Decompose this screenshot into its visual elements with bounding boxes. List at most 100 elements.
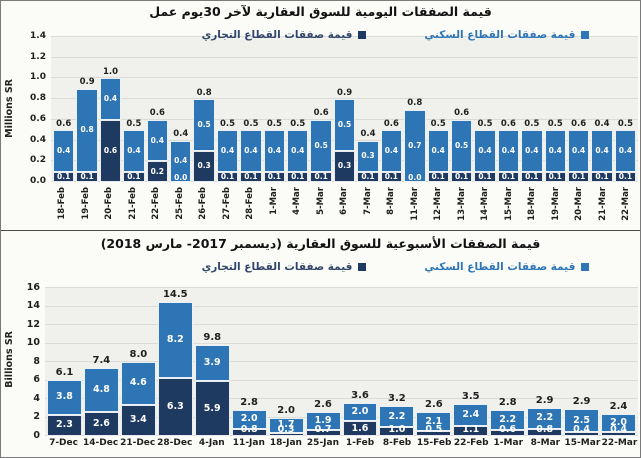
bar-stack: 2.0 1.6 bbox=[342, 402, 378, 436]
bar-stack: 0.4 0.1 bbox=[591, 130, 613, 182]
segment-value-label: 4.8 bbox=[92, 383, 110, 395]
total-value-label: 0.5 bbox=[243, 118, 259, 129]
bar-stack: 0.4 0.1 bbox=[263, 130, 286, 182]
x-axis-label: 7-Mar bbox=[362, 187, 373, 215]
total-value-label: 2.4 bbox=[609, 400, 628, 412]
bar-segment-commercial: 0.1 bbox=[53, 171, 75, 182]
segment-value-label: 0.1 bbox=[431, 171, 445, 181]
gridline bbox=[45, 361, 638, 362]
gridline bbox=[45, 435, 638, 436]
bar: 0.6 0.5 0.1 bbox=[450, 37, 473, 182]
chart-title: قيمة الصفقات اليومية للسوق العقارية لآخر… bbox=[149, 4, 492, 19]
segment-value-label: 2.0 bbox=[351, 405, 369, 417]
x-axis-label: 1-Mar bbox=[493, 438, 524, 448]
bar-stack: 2.4 1.1 bbox=[453, 403, 489, 436]
bar: 0.4 0.4 0.0 bbox=[170, 37, 192, 182]
segment-value-label: 2.5 bbox=[573, 414, 591, 426]
segment-value-label: 0.4 bbox=[384, 145, 399, 155]
segment-value-label: 3.8 bbox=[56, 391, 73, 403]
x-axis-label: 18-Jan bbox=[269, 438, 302, 448]
x-axis-label-slot: 22-Mar bbox=[615, 187, 638, 231]
total-value-label: 0.6 bbox=[571, 118, 587, 129]
bar: 6.1 3.8 2.3 bbox=[47, 288, 82, 436]
bar-stack: 0.4 0.1 bbox=[240, 130, 262, 182]
bar-stack: 0.4 0.2 bbox=[146, 119, 169, 182]
x-axis-label: 15-Mar bbox=[503, 187, 514, 221]
x-axis-label: 25-Feb bbox=[174, 187, 185, 220]
bar-segment-residential: 3.9 bbox=[194, 345, 230, 382]
bar-stack: 0.4 0.1 bbox=[287, 130, 309, 182]
bar-stack: 0.7 0.0 bbox=[404, 109, 426, 182]
gridline bbox=[51, 98, 638, 100]
x-axis-label-slot: 20-Feb bbox=[98, 187, 121, 231]
bar-stack: 0.4 0.1 bbox=[427, 130, 449, 182]
bar-stack: 0.4 0.1 bbox=[497, 130, 520, 182]
segment-value-label: 2.1 bbox=[425, 415, 443, 427]
x-axis-label-slot: 22-Mar bbox=[601, 439, 638, 455]
bar-segment-residential: 0.5 bbox=[310, 119, 332, 172]
segment-value-label: 0.1 bbox=[571, 171, 586, 181]
bar-segment-commercial: 0.1 bbox=[474, 171, 496, 182]
x-axis-label: 12-Mar bbox=[433, 187, 444, 221]
total-value-label: 0.9 bbox=[79, 77, 95, 88]
x-axis-label: 28-Dec bbox=[157, 438, 193, 448]
segment-value-label: 4.6 bbox=[129, 377, 147, 389]
plot-area: 0 2 4 6 8 10 12 14 16 6.1 3.8 2.3 7.4 4.8 2.6 8.0 4.6 3.4… bbox=[27, 282, 638, 440]
segment-value-label: 0.1 bbox=[361, 171, 375, 181]
total-value-label: 0.8 bbox=[196, 87, 212, 98]
total-value-label: 3.2 bbox=[388, 393, 406, 405]
bar-stack: 2.1 0.5 bbox=[416, 411, 452, 436]
y-tick-label: 10 bbox=[26, 337, 40, 348]
segment-value-label: 0.0 bbox=[174, 172, 188, 182]
segment-value-label: 0.4 bbox=[127, 145, 141, 155]
segment-value-label: 0.4 bbox=[478, 145, 492, 155]
bar-stack: 0.4 0.1 bbox=[521, 130, 543, 182]
x-axis-label-slot: 22-Feb bbox=[145, 187, 168, 231]
x-axis-label-slot: 13-Mar bbox=[450, 187, 473, 231]
segment-value-label: 0.4 bbox=[548, 145, 562, 155]
segment-value-label: 0.8 bbox=[240, 423, 258, 435]
total-value-label: 6.1 bbox=[55, 366, 74, 378]
x-axis-label-slot: 27-Feb bbox=[215, 187, 238, 231]
legend-entry-residential: قيمة صفقات القطاع السكني bbox=[424, 29, 590, 41]
x-axis-label: 14-Mar bbox=[480, 187, 491, 221]
bar-stack: 0.4 0.1 bbox=[567, 130, 590, 182]
bar-segment-commercial: 0.6 bbox=[99, 119, 122, 182]
gridline bbox=[45, 416, 638, 418]
gridline bbox=[45, 342, 638, 344]
x-axis-label: 22-Feb bbox=[151, 187, 162, 220]
bar-segment-residential: 2.2 bbox=[490, 410, 526, 431]
gridline bbox=[45, 324, 638, 325]
chart-legend: قيمة صفقات القطاع التجاري قيمة صفقات الق… bbox=[1, 29, 640, 41]
bar: 1.0 0.4 0.6 bbox=[99, 37, 122, 182]
y-tick-label: 0.6 bbox=[30, 113, 46, 124]
bar-segment-residential: 0.5 bbox=[193, 99, 215, 151]
bar-segment-residential: 0.4 bbox=[521, 130, 543, 172]
bar-segment-commercial: 5.9 bbox=[194, 381, 230, 436]
bar: 2.8 2.2 0.6 bbox=[490, 288, 526, 436]
total-value-label: 0.6 bbox=[56, 118, 72, 129]
x-axis-label: 15-Mar bbox=[564, 438, 601, 448]
total-value-label: 0.6 bbox=[149, 108, 165, 119]
bar: 2.4 2.0 0.4 bbox=[601, 288, 636, 436]
bar-segment-commercial: 0.1 bbox=[216, 171, 239, 182]
bar-segment-commercial: 0.4 bbox=[601, 424, 636, 436]
bar-segment-residential: 0.4 bbox=[497, 130, 520, 172]
total-value-label: 0.5 bbox=[547, 118, 563, 129]
bar-stack: 1.7 0.3 bbox=[268, 417, 304, 436]
segment-value-label: 0.3 bbox=[277, 423, 295, 435]
x-axis-label: 27-Feb bbox=[221, 187, 232, 220]
bar-segment-residential: 0.4 bbox=[474, 130, 496, 172]
segment-value-label: 0.1 bbox=[291, 171, 305, 181]
x-axis-label: 14-Dec bbox=[83, 438, 119, 448]
legend-entry-commercial: قيمة صفقات القطاع التجاري bbox=[202, 29, 367, 41]
bar-segment-residential: 0.4 bbox=[53, 130, 75, 172]
segment-value-label: 0.2 bbox=[150, 166, 164, 176]
y-tick-label: 0.2 bbox=[30, 155, 46, 166]
bar-stack: 3.8 2.3 bbox=[47, 379, 82, 436]
y-tick-label: 1.2 bbox=[30, 51, 46, 62]
bar: 0.5 0.4 0.1 bbox=[287, 37, 309, 182]
bar: 0.9 0.5 0.3 bbox=[333, 37, 356, 182]
segment-value-label: 0.5 bbox=[425, 423, 443, 435]
commercial-series-swatch-icon bbox=[358, 31, 367, 39]
